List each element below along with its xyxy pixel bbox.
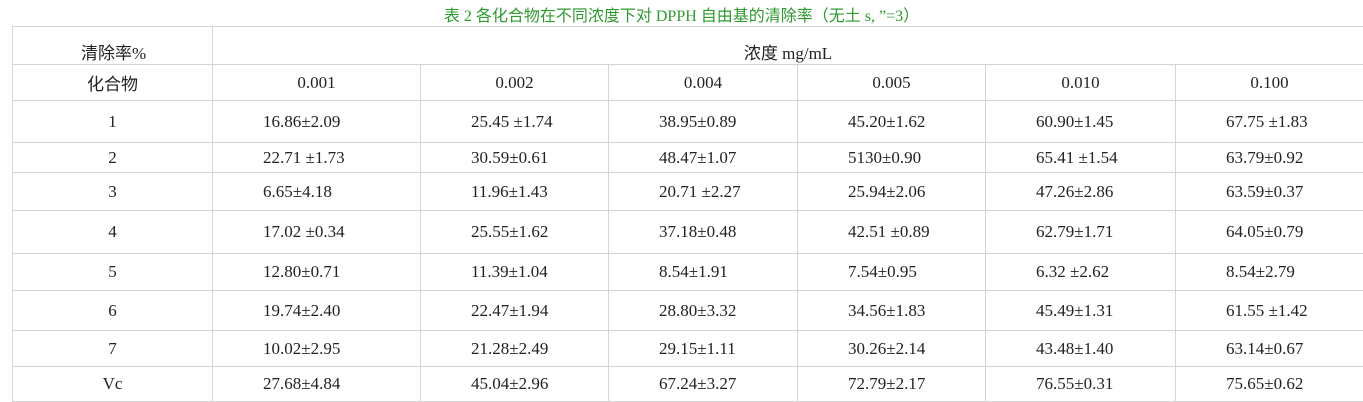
cell-value: 20.71 ±2.27 <box>609 173 798 211</box>
cell-value: 28.80±3.32 <box>609 291 798 331</box>
cell-value: 17.02 ±0.34 <box>213 211 421 254</box>
cell-value: 38.95±0.89 <box>609 101 798 143</box>
cell-value: 22.47±1.94 <box>421 291 609 331</box>
row-label: 3 <box>13 173 213 211</box>
cell-value: 45.20±1.62 <box>798 101 986 143</box>
row-label: 6 <box>13 291 213 331</box>
row-label: 1 <box>13 101 213 143</box>
cell-value: 5130±0.90 <box>798 143 986 173</box>
cell-value: 34.56±1.83 <box>798 291 986 331</box>
cell-value: 42.51 ±0.89 <box>798 211 986 254</box>
corner-label: 化合物 <box>13 65 213 101</box>
group-header: 浓度 mg/mL <box>213 27 1363 65</box>
cell-value: 47.26±2.86 <box>986 173 1176 211</box>
column-header: 0.004 <box>609 65 798 101</box>
cell-value: 30.59±0.61 <box>421 143 609 173</box>
row-label: 4 <box>13 211 213 254</box>
cell-value: 25.94±2.06 <box>798 173 986 211</box>
cell-value: 27.68±4.84 <box>213 367 421 402</box>
column-header: 0.002 <box>421 65 609 101</box>
cell-value: 72.79±2.17 <box>798 367 986 402</box>
header-row: 清除率%浓度 mg/mL <box>13 27 1363 65</box>
cell-value: 60.90±1.45 <box>986 101 1176 143</box>
cell-value: 45.04±2.96 <box>421 367 609 402</box>
cell-value: 25.45 ±1.74 <box>421 101 609 143</box>
cell-value: 76.55±0.31 <box>986 367 1176 402</box>
cell-value: 19.74±2.40 <box>213 291 421 331</box>
cell-value: 61.55 ±1.42 <box>1176 291 1363 331</box>
cell-value: 21.28±2.49 <box>421 331 609 367</box>
cell-value: 75.65±0.62 <box>1176 367 1363 402</box>
cell-value: 11.39±1.04 <box>421 254 609 291</box>
cell-value: 30.26±2.14 <box>798 331 986 367</box>
cell-value: 67.24±3.27 <box>609 367 798 402</box>
row-label: Vc <box>13 367 213 402</box>
cell-value: 64.05±0.79 <box>1176 211 1363 254</box>
cell-value: 65.41 ±1.54 <box>986 143 1176 173</box>
row-label: 5 <box>13 254 213 291</box>
cell-value: 22.71 ±1.73 <box>213 143 421 173</box>
table-title: 表 2 各化合物在不同浓度下对 DPPH 自由基的清除率（无土 s, ”=3） <box>0 2 1363 26</box>
column-header: 0.001 <box>213 65 421 101</box>
cell-value: 11.96±1.43 <box>421 173 609 211</box>
cell-value: 63.59±0.37 <box>1176 173 1363 211</box>
cell-value: 37.18±0.48 <box>609 211 798 254</box>
corner-label: 清除率% <box>13 27 213 65</box>
row-label: 7 <box>13 331 213 367</box>
column-header: 0.005 <box>798 65 986 101</box>
cell-value: 48.47±1.07 <box>609 143 798 173</box>
row-label: 2 <box>13 143 213 173</box>
cell-value: 6.65±4.18 <box>213 173 421 211</box>
cell-value: 8.54±1.91 <box>609 254 798 291</box>
column-header: 0.010 <box>986 65 1176 101</box>
cell-value: 16.86±2.09 <box>213 101 421 143</box>
column-header: 0.100 <box>1176 65 1363 101</box>
cell-value: 7.54±0.95 <box>798 254 986 291</box>
cell-value: 25.55±1.62 <box>421 211 609 254</box>
cell-value: 63.14±0.67 <box>1176 331 1363 367</box>
cell-value: 62.79±1.71 <box>986 211 1176 254</box>
cell-value: 29.15±1.11 <box>609 331 798 367</box>
cell-value: 10.02±2.95 <box>213 331 421 367</box>
cell-value: 67.75 ±1.83 <box>1176 101 1363 143</box>
cell-value: 63.79±0.92 <box>1176 143 1363 173</box>
cell-value: 6.32 ±2.62 <box>986 254 1176 291</box>
cell-value: 45.49±1.31 <box>986 291 1176 331</box>
cell-value: 12.80±0.71 <box>213 254 421 291</box>
cell-value: 8.54±2.79 <box>1176 254 1363 291</box>
cell-value: 43.48±1.40 <box>986 331 1176 367</box>
